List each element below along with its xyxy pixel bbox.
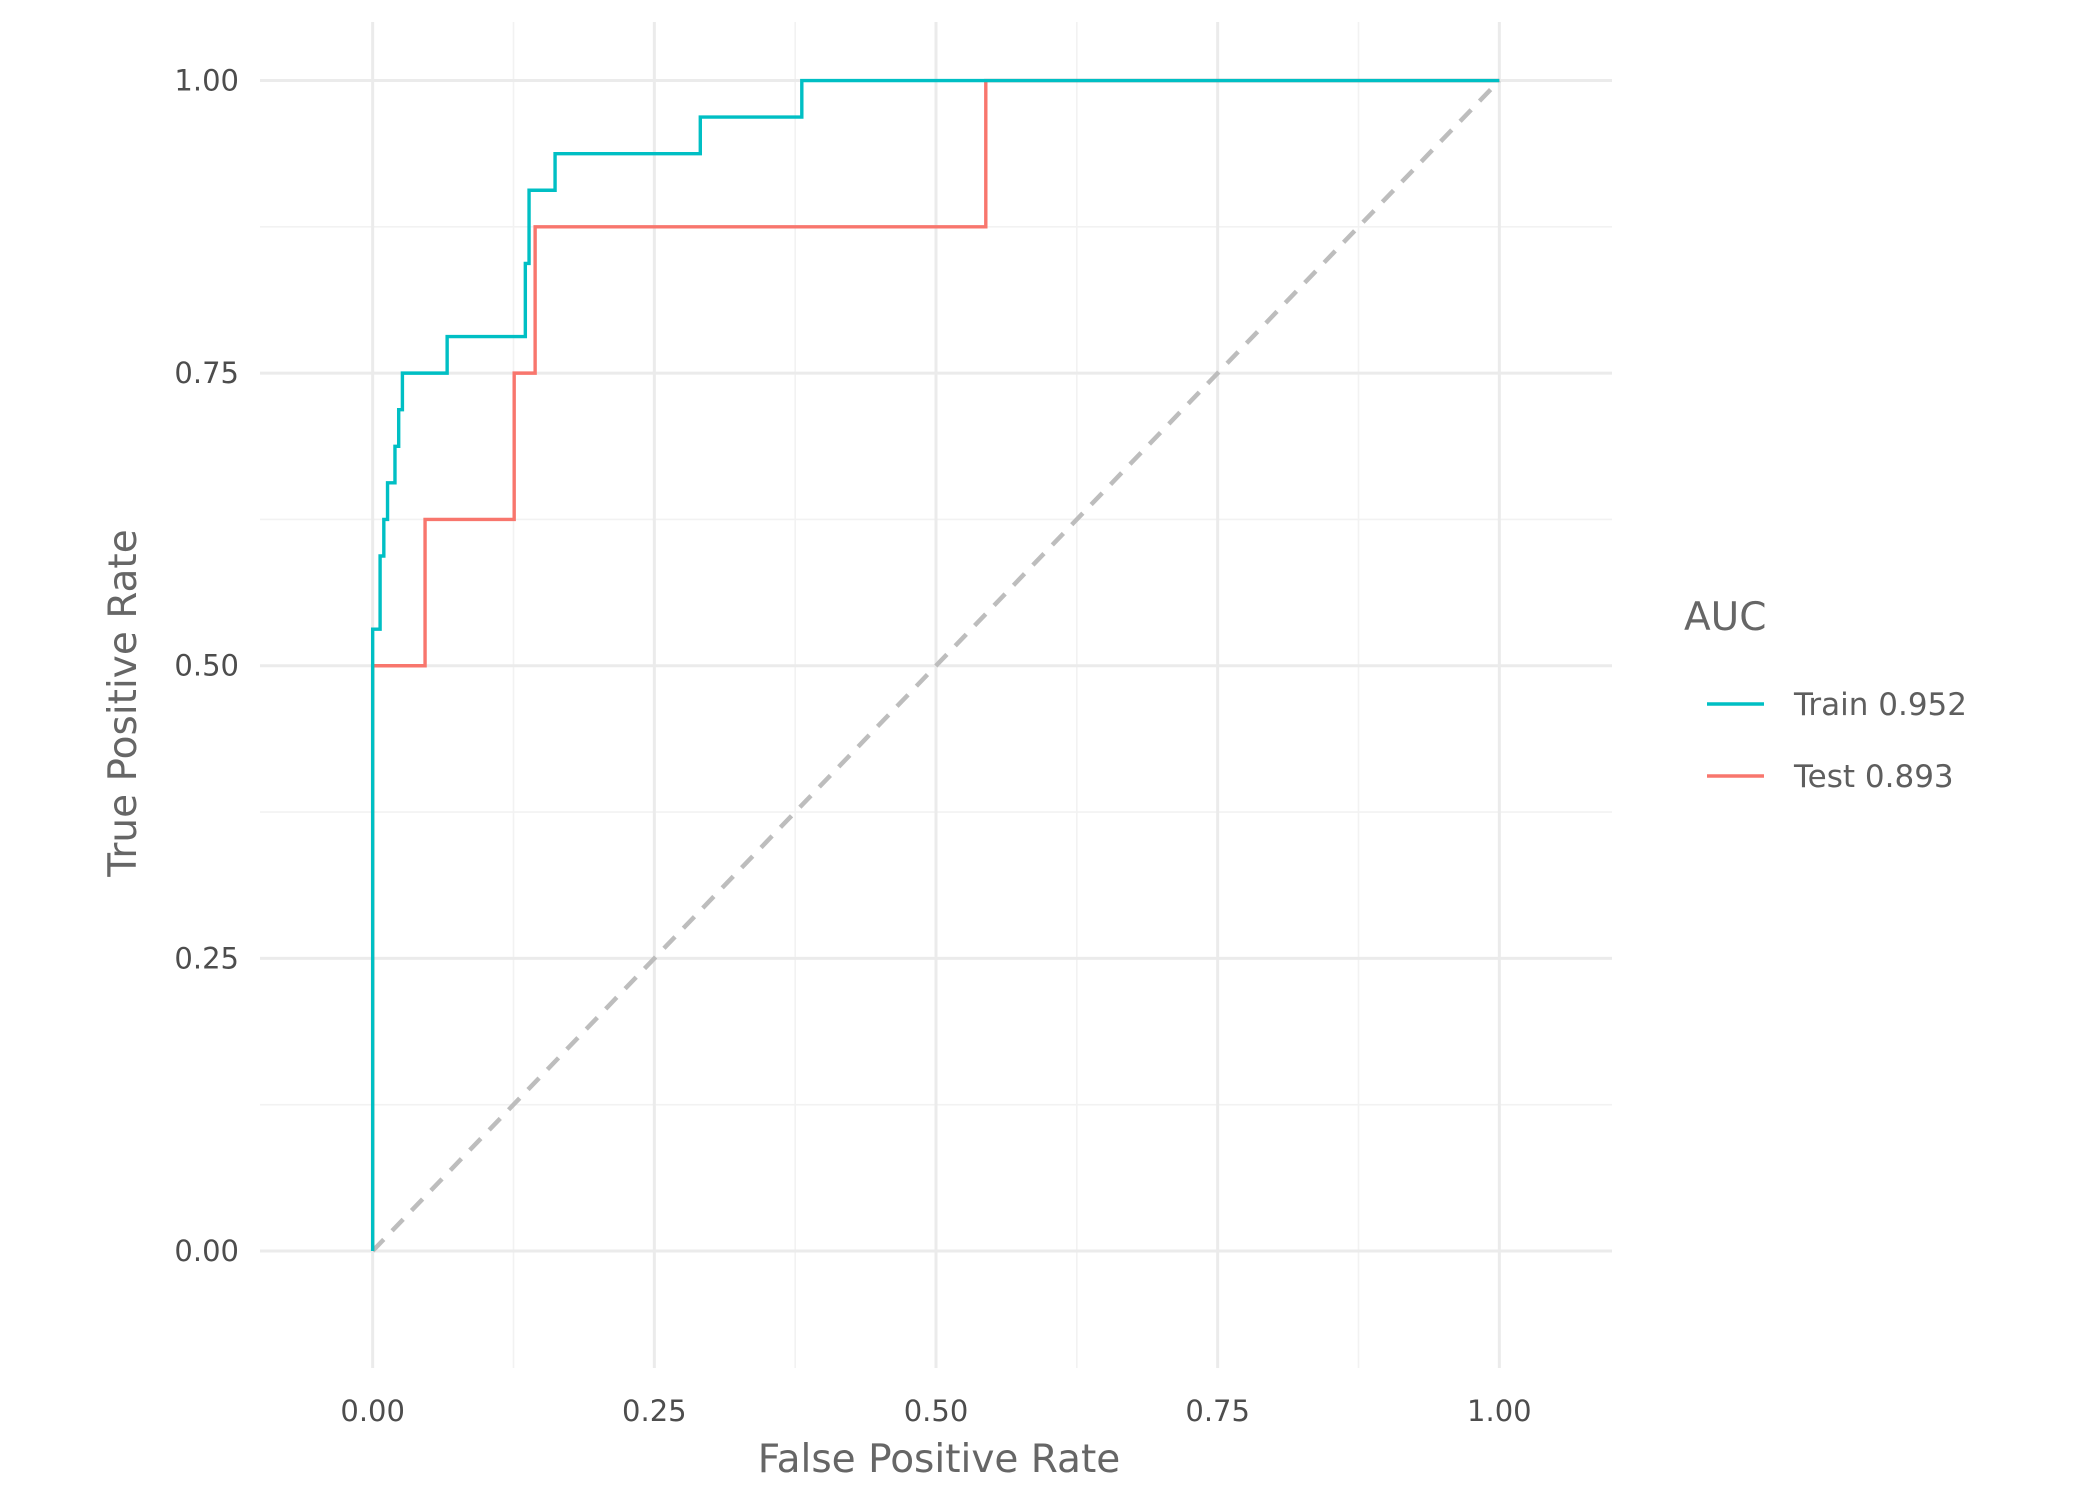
y-tick-label: 0.50 (174, 649, 239, 683)
x-tick-label: 0.00 (340, 1394, 405, 1428)
major-gridlines (260, 22, 1612, 1368)
legend-title: AUC (1684, 595, 1766, 640)
legend-label-test: Test 0.893 (1793, 759, 1954, 795)
roc-curve-train (370, 78, 1500, 1251)
roc-curve-test (370, 78, 1500, 1251)
reference-diagonal-layer (371, 78, 1501, 1253)
y-tick-label: 0.75 (174, 356, 239, 390)
y-tick-label: 0.00 (174, 1234, 239, 1268)
y-tick-labels: 0.00 0.25 0.50 0.75 1.00 (174, 64, 239, 1268)
x-tick-label: 0.75 (1185, 1394, 1250, 1428)
y-axis-title: True Positive Rate (101, 529, 146, 877)
y-tick-label: 1.00 (174, 64, 239, 98)
x-tick-labels: 0.00 0.25 0.50 0.75 1.00 (340, 1394, 1531, 1428)
x-tick-label: 0.50 (904, 1394, 969, 1428)
x-tick-label: 0.25 (622, 1394, 687, 1428)
legend-label-train: Train 0.952 (1793, 687, 1967, 723)
roc-curves-layer (370, 78, 1500, 1251)
y-tick-label: 0.25 (174, 941, 239, 975)
legend: AUC Train 0.952 Test 0.893 (1684, 595, 1967, 795)
x-axis-title: False Positive Rate (758, 1437, 1120, 1482)
legend-items: Train 0.952 Test 0.893 (1707, 687, 1967, 795)
x-tick-label: 1.00 (1467, 1394, 1532, 1428)
reference-diagonal-line (371, 78, 1501, 1253)
